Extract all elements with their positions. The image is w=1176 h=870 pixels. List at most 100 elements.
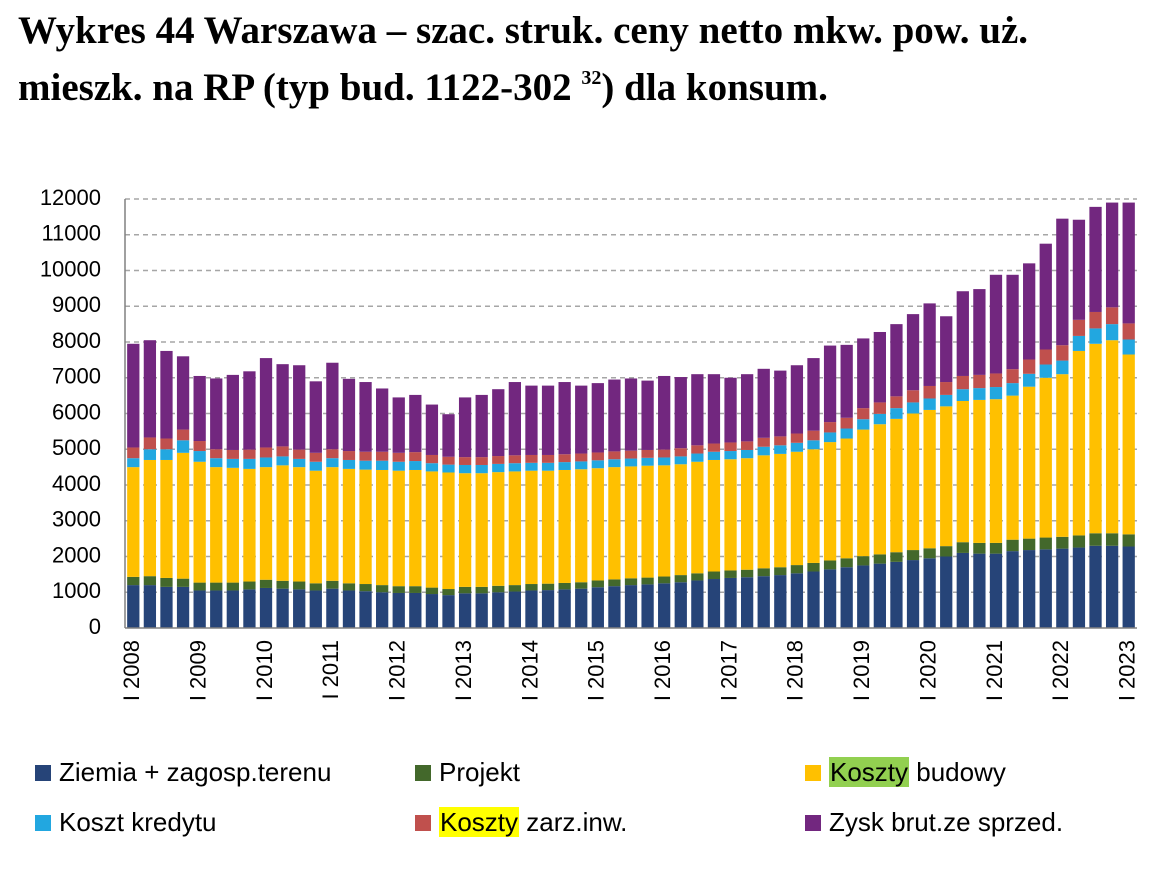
- bar-segment: [724, 577, 737, 628]
- bar-segment: [226, 590, 239, 628]
- bar-segment: [127, 585, 140, 628]
- bar-segment: [1039, 549, 1052, 628]
- bar-segment: [608, 451, 621, 460]
- bar-segment: [243, 468, 256, 582]
- bar-segment: [1105, 307, 1119, 325]
- bar-segment: [160, 449, 173, 460]
- bar-segment: [989, 387, 1003, 400]
- bar-segment: [591, 452, 604, 461]
- bar-segment: [674, 377, 687, 449]
- bar-segment: [823, 569, 837, 628]
- bar-segment: [359, 451, 372, 461]
- bar-segment: [923, 409, 936, 549]
- bar-segment: [210, 378, 223, 450]
- bar-segment: [409, 586, 422, 593]
- bar-segment: [1105, 533, 1119, 546]
- bar-segment: [210, 590, 223, 628]
- bar-segment: [508, 382, 522, 456]
- bar-segment: [475, 394, 488, 458]
- bar-segment: [807, 449, 820, 563]
- bar-segment: [740, 449, 754, 459]
- bar-segment: [757, 568, 770, 577]
- bar-segment: [1023, 538, 1036, 551]
- bar-segment: [807, 358, 820, 431]
- x-tick-label: I 2019: [849, 640, 874, 701]
- bar-segment: [1039, 537, 1052, 550]
- bar-segment: [259, 467, 273, 580]
- bar-segment: [624, 458, 638, 467]
- bar-segment: [508, 585, 522, 592]
- bar-segment: [1072, 319, 1086, 336]
- bar-segment: [425, 463, 439, 472]
- bar-segment: [1056, 345, 1069, 361]
- bar-segment: [309, 583, 322, 591]
- bar-segment: [906, 560, 920, 628]
- bar-segment: [1039, 243, 1052, 350]
- bar-segment: [674, 464, 687, 576]
- x-tick-label: I 2011: [318, 640, 343, 700]
- bar-segment: [658, 449, 671, 458]
- bar-segment: [823, 422, 837, 433]
- bar-segment: [425, 404, 439, 455]
- bar-segment: [923, 558, 936, 628]
- bar-segment: [873, 554, 886, 564]
- bar-segment: [1023, 263, 1036, 360]
- bar-segment: [1006, 369, 1019, 384]
- bar-segment: [160, 350, 173, 439]
- bar-segment: [989, 274, 1003, 374]
- bar-segment: [724, 442, 737, 452]
- title-superscript: 32: [581, 67, 602, 89]
- bar-segment: [1122, 339, 1135, 355]
- bar-segment: [940, 406, 953, 547]
- bar-segment: [840, 428, 853, 439]
- y-tick-label: 10000: [40, 256, 101, 281]
- bar-segment: [276, 465, 289, 581]
- bar-segment: [409, 592, 422, 628]
- bar-segment: [259, 457, 273, 468]
- bar-segment: [823, 560, 837, 570]
- bar-segment: [492, 463, 505, 473]
- bar-segment: [326, 449, 339, 459]
- bar-segment: [740, 374, 754, 442]
- legend-item: Koszty budowy: [805, 757, 1006, 788]
- bar-segment: [1039, 377, 1052, 538]
- bar-segment: [309, 452, 322, 462]
- bar-segment: [442, 456, 455, 465]
- bar-segment: [724, 377, 737, 443]
- bar-segment: [608, 467, 621, 580]
- bar-segment: [541, 454, 555, 463]
- bar-segment: [1089, 533, 1102, 546]
- bar-segment: [359, 460, 372, 470]
- y-tick-label: 2000: [52, 542, 101, 567]
- bar-segment: [691, 445, 704, 454]
- bar-segment: [475, 593, 488, 628]
- bar-segment: [857, 338, 870, 409]
- bar-segment: [293, 467, 306, 582]
- bar-segment: [143, 437, 157, 450]
- x-tick-label: I 2013: [451, 640, 476, 701]
- bar-segment: [890, 561, 903, 628]
- bar-segment: [857, 408, 870, 420]
- bar-segment: [276, 580, 289, 589]
- bar-segment: [541, 385, 555, 455]
- bar-segment: [956, 291, 969, 376]
- bar-segment: [293, 365, 306, 450]
- bar-segment: [541, 590, 555, 628]
- bar-segment: [641, 457, 654, 466]
- bar-segment: [392, 461, 405, 471]
- bar-segment: [674, 575, 687, 583]
- bar-segment: [956, 552, 969, 628]
- bar-segment: [774, 567, 787, 576]
- bar-segment: [956, 375, 969, 390]
- bar-segment: [624, 466, 638, 579]
- legend-label: Koszty budowy: [829, 757, 1006, 787]
- bar-segment: [376, 592, 389, 628]
- bar-segment: [707, 443, 721, 452]
- bar-segment: [790, 573, 804, 628]
- bar-segment: [376, 460, 389, 470]
- bar-segment: [210, 582, 223, 591]
- y-tick-label: 11000: [41, 221, 101, 246]
- bar-segment: [160, 438, 173, 450]
- bar-segment: [608, 579, 621, 587]
- legend-label: Zysk brut.ze sprzed.: [829, 807, 1064, 837]
